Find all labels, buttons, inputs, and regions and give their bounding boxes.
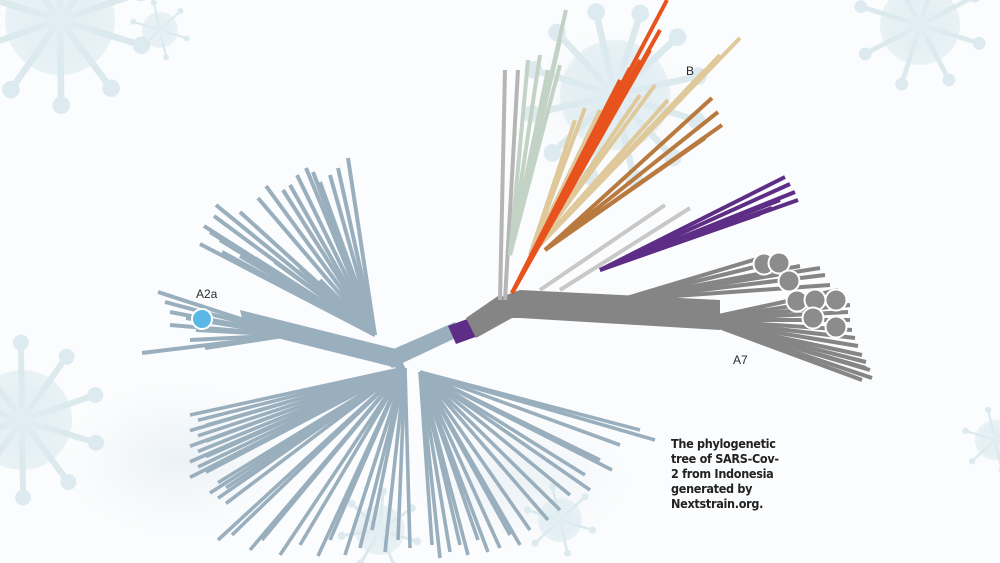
clade-lower-right-branch (418, 371, 480, 541)
clade-a7-branch (699, 318, 863, 382)
clade-b-sage-branch (508, 39, 562, 256)
clade-light-grey-branch (538, 203, 667, 292)
clade-lower-branch (278, 366, 407, 557)
clade-lower-right-branch (418, 370, 562, 512)
clade-a7-branch (699, 318, 867, 370)
clade-lower-branch (403, 367, 412, 549)
clade-b-brown-branch (543, 136, 707, 252)
clade-lower-branch (298, 367, 407, 546)
clade-lower-right-branch (418, 371, 512, 536)
virus-particle-icon (962, 406, 1000, 473)
a7-sample-marker (777, 269, 801, 293)
clade-lower-branch (230, 366, 407, 537)
clade-a2a-stem (240, 310, 405, 370)
clade-lower-right-branch (419, 370, 641, 432)
virus-particle-icon (0, 334, 105, 506)
clade-light-grey-branch (558, 206, 692, 292)
clade-lower-branch (370, 367, 407, 531)
clade-lower-branch (343, 367, 407, 556)
clade-b-tan-branch (528, 119, 577, 256)
clade-lower-right-branch (419, 370, 621, 447)
clade-b-brown-branch (543, 110, 720, 252)
clade-lower-right-branch (418, 371, 462, 546)
blur-blob (60, 380, 300, 540)
tree-trunk-grey (466, 296, 512, 338)
a7-sample-marker (767, 251, 791, 275)
clade-label-a2a: A2a (196, 287, 218, 301)
clade-purple-branch (599, 212, 761, 272)
figure-caption: The phylogenetic tree of SARS-Cov-2 from… (671, 436, 779, 511)
a7-sample-marker (801, 306, 825, 330)
a7-sample-marker (824, 315, 848, 339)
virus-particle-icon (854, 0, 986, 91)
clade-label-b: B (686, 64, 695, 78)
virus-particle-icon (0, 0, 151, 115)
clade-lower-right-branch (418, 370, 572, 497)
clade-lower-right-branch (418, 370, 592, 492)
phylogenetic-tree (141, 0, 873, 559)
clade-upper-left-branch (273, 260, 377, 337)
clade-lower-branch (396, 367, 407, 541)
a2a-sample-marker (191, 308, 213, 330)
clade-lower-right-branch (418, 371, 434, 546)
clade-lower-branch (224, 366, 407, 505)
clade-lower-branch (189, 366, 406, 480)
clade-lower-right-branch (419, 370, 613, 472)
clade-b-red-branch (510, 79, 622, 294)
clade-a7-stem (498, 290, 720, 330)
clade-lower-branch (260, 366, 407, 542)
clade-upper-left-branch (353, 300, 377, 337)
virus-particle-icon (523, 483, 597, 557)
clade-lower-branch (328, 367, 407, 541)
clade-lower-branch (383, 367, 407, 553)
clade-lower-right-branch (418, 370, 532, 532)
clade-a2a-branch (141, 333, 291, 355)
clade-grey-branch (503, 69, 520, 301)
clade-lower-right-branch (418, 370, 550, 522)
clade-lower-right-branch (418, 371, 502, 549)
virus-particle-icon (130, 0, 190, 61)
a7-sample-marker (824, 288, 848, 312)
sample-markers (191, 251, 848, 339)
clade-label-a7: A7 (733, 353, 748, 367)
clade-b-brown-branch (543, 96, 714, 252)
clade-grey-branch (498, 69, 507, 301)
clade-b-tan-branch (528, 98, 670, 257)
